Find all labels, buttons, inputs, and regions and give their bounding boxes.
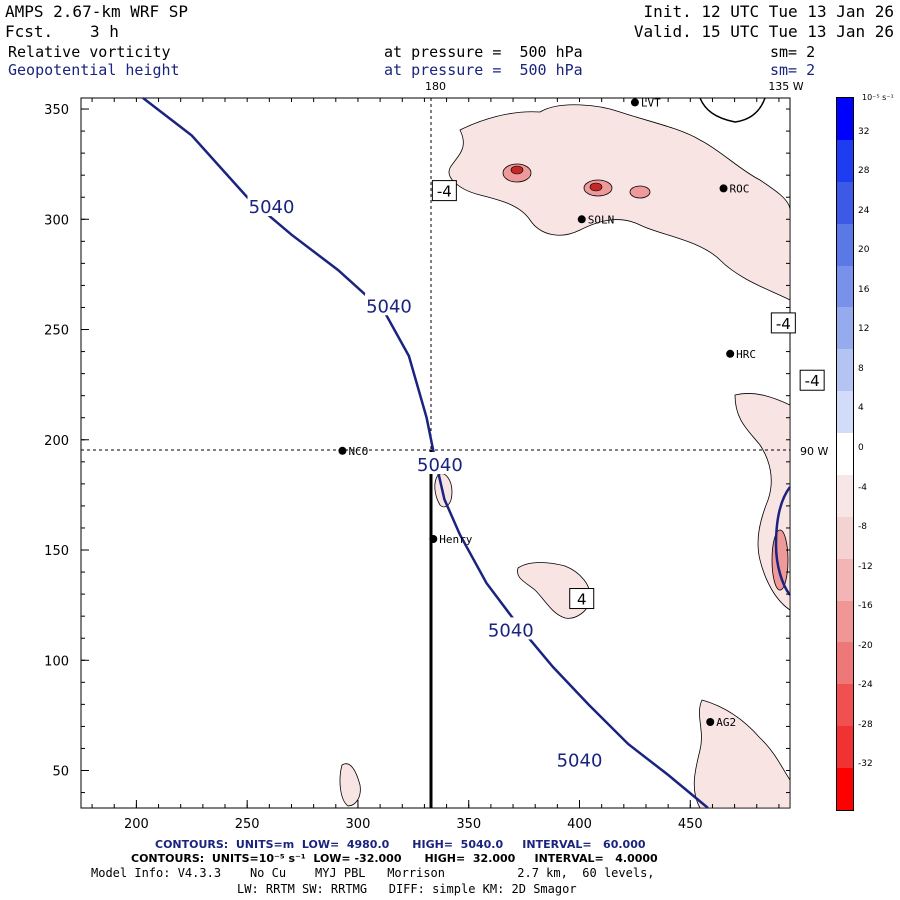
x-tick-label-3: 350 [456,817,481,832]
station-label-soln: SOLN [588,213,615,226]
colorbar-tick-12: -16 [858,601,873,612]
field2-level: at pressure = 500 hPa [384,61,583,79]
x-tick-label-0: 200 [124,817,149,832]
forecast-value: 3 h [90,22,119,41]
vorticity-label-3: 4 [577,591,587,609]
station-label-nco: NCO [348,445,368,458]
colorbar-segment-8 [837,433,853,475]
height-contour-5040 [142,97,709,809]
model-info-2: LW: RRTM SW: RRTMG DIFF: simple KM: 2D S… [237,882,577,896]
y-tick-label-6: 50 [52,765,69,780]
station-marker-soln [577,215,586,224]
height-label-0: 5040 [249,197,295,218]
colorbar-tick-16: -32 [858,759,873,770]
colorbar-tick-2: 24 [858,205,870,216]
colorbar-tick-4: 16 [858,284,870,295]
model-title: AMPS 2.67-km WRF SP [5,2,189,21]
colorbar-tick-6: 8 [858,363,864,374]
colorbar-segment-13 [837,642,853,685]
station-marker-ag2 [706,718,715,727]
height-label-2: 5040 [417,455,463,476]
colorbar-tick-15: -28 [858,719,873,730]
station-label-hrc: HRC [736,348,756,361]
station-label-lvt: LVT [641,96,661,109]
colorbar-unit: 10⁻⁵ s⁻¹ [862,93,894,102]
y-tick-label-0: 350 [44,103,69,118]
coastline [699,97,766,123]
y-tick-label-5: 100 [44,654,69,669]
colorbar-segment-11 [837,558,853,601]
field2-name: Geopotential height [8,61,180,79]
station-label-henry: Henry [439,533,472,546]
colorbar-tick-13: -20 [858,640,873,651]
colorbar-segment-12 [837,600,853,643]
station-marker-nco [338,446,347,455]
meridian-90w-label: 90 W [800,445,828,458]
height-label-1: 5040 [366,296,412,317]
x-tick-label-2: 300 [346,817,371,832]
station-marker-roc [719,184,728,193]
colorbar-segment-6 [837,349,853,392]
colorbar-tick-14: -24 [858,680,873,691]
meridian-180-label: 180 [425,80,446,93]
colorbar-segment-2 [837,181,853,224]
colorbar-segment-16 [837,768,853,810]
colorbar-segment-10 [837,516,853,559]
colorbar-tick-11: -12 [858,561,873,572]
x-tick-label-1: 250 [235,817,260,832]
y-tick-label-2: 250 [44,324,69,339]
colorbar-segment-9 [837,474,853,517]
y-tick-label-4: 150 [44,544,69,559]
field2-smoothing: sm= 2 [770,61,816,79]
colorbar [836,97,854,811]
forecast-label: Fcst. [5,22,54,41]
colorbar-tick-1: 28 [858,166,870,177]
y-tick-label-3: 200 [44,434,69,449]
valid-time: Valid. 15 UTC Tue 13 Jan 26 [633,22,894,41]
colorbar-segment-0 [837,98,853,140]
contours-vorticity-info: CONTOURS: UNITS=10⁻⁵ s⁻¹ LOW= -32.000 HI… [131,852,658,865]
colorbar-segment-5 [837,307,853,350]
x-tick-label-4: 400 [567,817,592,832]
colorbar-segment-7 [837,391,853,433]
colorbar-segment-1 [837,139,853,182]
init-time: Init. 12 UTC Tue 13 Jan 26 [643,2,894,21]
colorbar-tick-8: 0 [858,443,864,453]
field1-name: Relative vorticity [8,43,171,61]
x-tick-label-5: 450 [678,817,703,832]
station-marker-hrc [726,349,735,358]
height-contour-right [774,486,792,596]
colorbar-segment-3 [837,223,853,266]
field1-smoothing: sm= 2 [770,43,816,61]
field1-level: at pressure = 500 hPa [384,43,583,61]
colorbar-tick-10: -8 [858,522,867,533]
colorbar-tick-0: 32 [858,126,870,137]
y-tick-label-1: 300 [44,213,69,228]
station-marker-henry [429,534,438,543]
colorbar-tick-9: -4 [858,482,867,493]
height-label-3: 5040 [488,620,534,641]
station-label-roc: ROC [730,182,750,195]
colorbar-tick-5: 12 [858,324,870,335]
colorbar-segment-15 [837,726,853,768]
colorbar-tick-3: 20 [858,245,870,256]
meridian-135w-label: 135 W [768,80,803,93]
colorbar-tick-7: 4 [858,403,864,414]
model-info: Model Info: V4.3.3 No Cu MYJ PBL Morriso… [91,866,655,880]
station-marker-lvt [630,98,639,107]
vorticity-label-1: -4 [776,315,791,333]
contours-height-info: CONTOURS: UNITS=m LOW= 4980.0 HIGH= 5040… [155,838,646,851]
station-label-ag2: AG2 [716,716,736,729]
colorbar-segment-4 [837,265,853,308]
vorticity-label-2: -4 [805,372,820,390]
height-label-4: 5040 [557,750,603,771]
vorticity-label-0: -4 [437,183,452,201]
colorbar-segment-14 [837,684,853,727]
